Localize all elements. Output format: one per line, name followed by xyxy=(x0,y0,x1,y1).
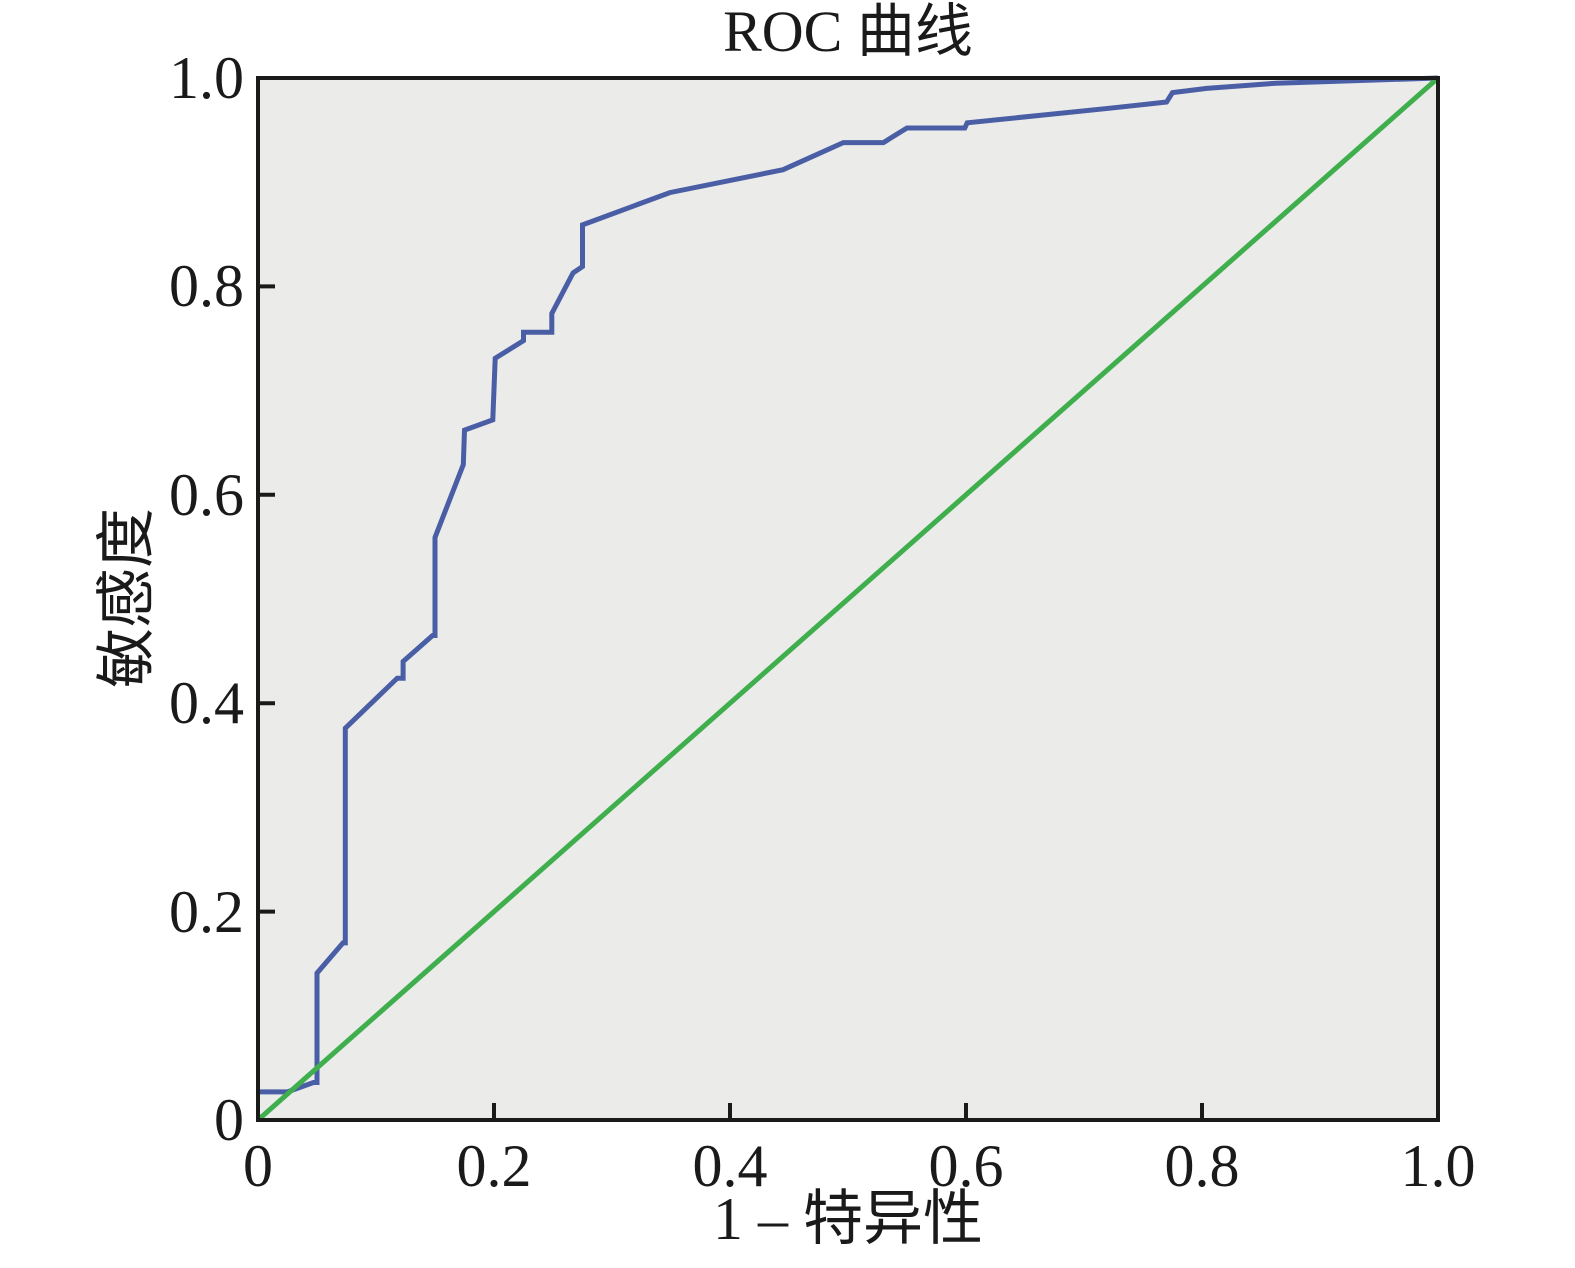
x-tick-label: 0.4 xyxy=(692,1133,768,1199)
x-tick-label: 1.0 xyxy=(1400,1133,1476,1199)
roc-curve-line xyxy=(258,75,1439,1095)
plot-frame xyxy=(256,76,1440,1122)
x-tick-label: 0.8 xyxy=(1164,1133,1240,1199)
x-tick-label: 0.2 xyxy=(456,1133,532,1199)
y-tick-label: 0.4 xyxy=(169,670,244,737)
y-axis-label: 敏感度 xyxy=(94,508,160,688)
chart-title: ROC 曲线 xyxy=(723,0,973,64)
reference-diagonal-line xyxy=(256,76,1440,1122)
y-tick-label: 0.2 xyxy=(169,878,244,945)
x-axis-label: 1 – 特异性 xyxy=(713,1186,983,1252)
y-tick-label: 1.0 xyxy=(169,45,244,111)
y-tick-label: 0 xyxy=(214,1087,244,1153)
y-tick-label: 0.8 xyxy=(169,253,244,320)
x-tick-label: 0.6 xyxy=(928,1133,1004,1199)
x-tick-label: 0 xyxy=(243,1133,273,1199)
y-tick-label: 0.6 xyxy=(169,461,244,528)
